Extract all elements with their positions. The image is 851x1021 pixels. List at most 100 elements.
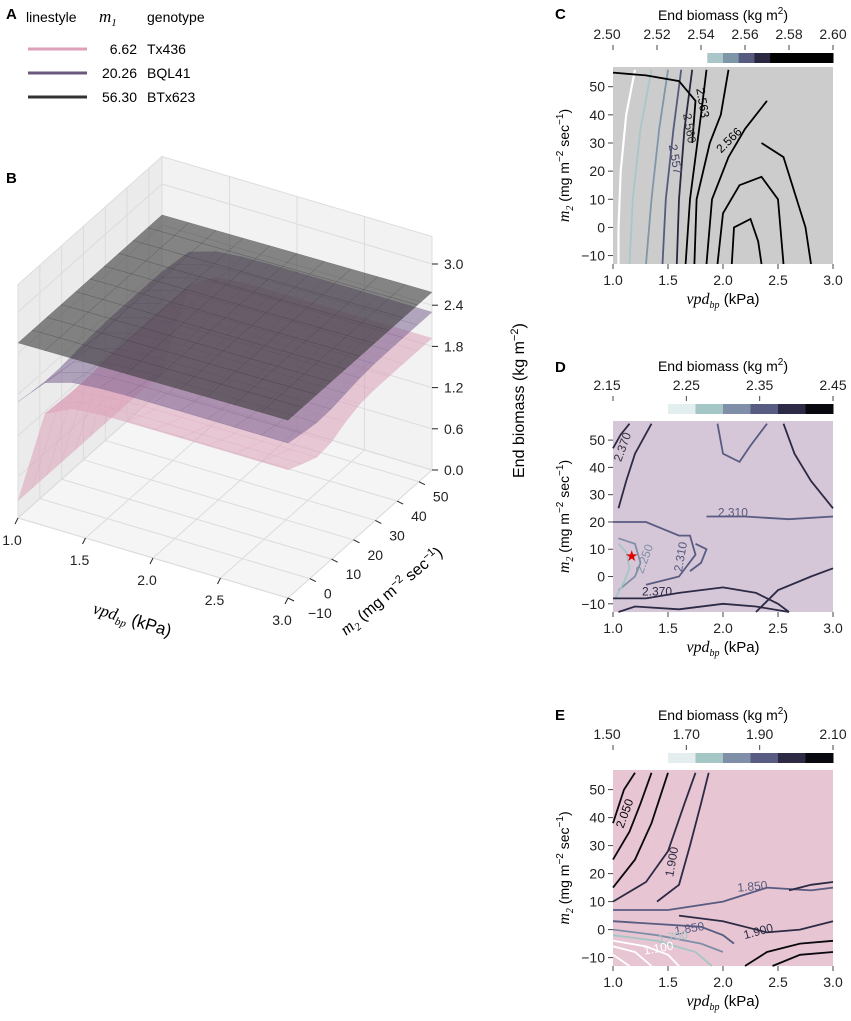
x-tick-label: 2.5 <box>768 272 788 288</box>
contour-line <box>693 69 730 265</box>
x-axis-label: vpdbp (kPa) <box>90 599 174 644</box>
colorbar-title: End biomass (kg m2) <box>658 6 788 23</box>
colorbar-tick-label: 2.35 <box>746 377 773 393</box>
y-tick <box>418 481 426 486</box>
x-tick-label: 1.0 <box>603 272 623 288</box>
y-tick <box>353 539 360 544</box>
x-axis-label: vpdbp (kPa) <box>686 993 759 1013</box>
x-tick <box>284 597 289 605</box>
axes: 1.0 1.5 2.0 2.5 3.0 −10 0 10 20 30 40 50 vpdbp (kPa)… <box>555 79 843 311</box>
z-axis-label: End biomass (kg m−2) <box>509 323 528 478</box>
y-tick-label: −10 <box>581 248 605 264</box>
contour-lines <box>612 772 834 967</box>
legend-m1-value: 56.30 <box>102 89 137 105</box>
colorbar-swatch <box>738 53 755 63</box>
grid-line <box>83 459 354 541</box>
y-tick-label: 30 <box>589 487 605 503</box>
contour-line <box>716 175 785 265</box>
colorbar: 2.15 2.25 2.35 2.45 End biomass (kg m2) <box>593 357 847 414</box>
y-tick-label: −10 <box>581 596 605 612</box>
legend-header-m1: m1 <box>99 7 117 29</box>
colorbar-swatch <box>723 404 751 414</box>
grid-line <box>17 183 163 313</box>
contour-line <box>612 934 713 967</box>
colorbar-swatch <box>770 53 787 63</box>
contour-label: 1.100 <box>643 939 675 958</box>
colorbar-swatch <box>640 753 669 763</box>
panel-label-a: A <box>6 6 17 23</box>
x-tick-label: 1.5 <box>658 974 678 990</box>
y-tick-label: 10 <box>589 191 605 207</box>
x-tick-label: 1.0 <box>603 620 623 636</box>
y-tick-label: −10 <box>581 950 605 966</box>
legend-m1-value: 20.26 <box>102 65 137 81</box>
colorbar-tick-label: 2.15 <box>593 377 620 393</box>
y-tick-label: 50 <box>433 489 449 505</box>
y-tick-label: 40 <box>589 107 605 123</box>
contour-line <box>613 886 834 911</box>
y-tick-label: 20 <box>589 163 605 179</box>
colorbar-swatch <box>644 53 661 63</box>
contour-line <box>675 69 694 265</box>
z-tick-label: 1.2 <box>444 380 464 396</box>
contour-line <box>761 142 812 265</box>
colorbar-swatch <box>778 753 806 763</box>
contour-label: 2.563 <box>693 87 712 119</box>
contour-line <box>788 881 834 892</box>
x-tick <box>14 517 19 525</box>
contour-line <box>612 954 631 967</box>
z-tick-label: 1.8 <box>444 338 464 354</box>
contour-label: 2.370 <box>642 585 672 599</box>
contour-line <box>612 772 697 903</box>
y-tick-label: −10 <box>308 605 332 621</box>
y-tick-label: 0 <box>597 219 605 235</box>
surface-patch <box>390 284 433 306</box>
colorbar-swatch <box>675 53 693 63</box>
legend-genotype: BTx623 <box>147 89 195 105</box>
colorbar-tick-label: 1.90 <box>746 726 773 742</box>
colorbar-swatch <box>801 53 818 63</box>
plot-area <box>613 770 833 966</box>
contour-line <box>755 567 834 613</box>
x-axis-label: vpdbp (kPa) <box>686 639 759 659</box>
panel-label-b: B <box>6 170 17 187</box>
y-tick-label: 50 <box>589 432 605 448</box>
grid-line <box>287 469 433 599</box>
colorbar-tick-label: 2.54 <box>687 26 714 42</box>
colorbar-tick-label: 2.52 <box>643 26 670 42</box>
y-tick-label: 30 <box>589 135 605 151</box>
colorbar-swatch <box>723 53 740 63</box>
x-tick <box>149 557 154 565</box>
x-tick-label: 1.5 <box>70 552 90 568</box>
colorbar-swatch <box>691 53 708 63</box>
colorbar-tick-label: 1.50 <box>593 726 620 742</box>
x-tick-label: 1.0 <box>2 532 22 548</box>
colorbar-swatch <box>640 404 669 414</box>
colorbar-tick-label: 2.45 <box>819 377 846 393</box>
colorbar-swatch <box>613 53 630 63</box>
z-tick-label: 0.0 <box>444 462 464 478</box>
colorbar-tick-label: 2.56 <box>731 26 758 42</box>
colorbar-tick-label: 2.25 <box>673 377 700 393</box>
y-tick-label: 30 <box>589 838 605 854</box>
y-tick-label: 30 <box>389 527 405 543</box>
y-tick-label: 20 <box>589 514 605 530</box>
contour-label: 1.900 <box>662 845 681 877</box>
surface-3d-plot: 1.0 1.5 2.0 2.5 3.0 −10 0 10 20 30 40 50 0.0 0.6 1.2 1.… <box>2 155 528 644</box>
contour-line <box>612 423 631 449</box>
contour-label: 1.700 <box>657 927 689 946</box>
y-tick-label: 40 <box>589 459 605 475</box>
surface-btx623 <box>17 214 433 421</box>
y-tick-label: 10 <box>589 894 605 910</box>
legend-rows: 6.62 Tx436 20.26 BQL41 56.30 BTx623 <box>28 41 195 105</box>
z-tick-label: 0.6 <box>444 421 464 437</box>
contour-label: 2.560 <box>680 112 699 144</box>
x-tick-label: 2.5 <box>768 974 788 990</box>
grid-line <box>39 498 310 580</box>
x-tick <box>82 537 86 545</box>
contour-line <box>645 69 669 265</box>
z-tick-label: 3.0 <box>444 256 464 272</box>
axes: 1.0 1.5 2.0 2.5 3.0 −10 0 10 20 30 40 50 0.0 0.6 1.2 1.… <box>2 256 528 644</box>
x-tick-label: 2.5 <box>768 620 788 636</box>
